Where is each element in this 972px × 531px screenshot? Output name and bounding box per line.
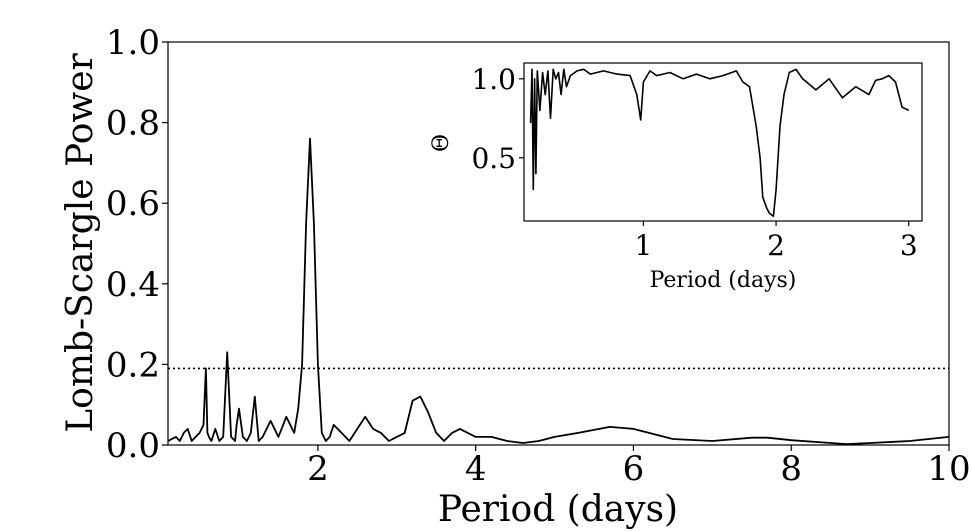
main-y-tick-label: 0.8 [106, 104, 160, 144]
main-plot-frame [167, 41, 950, 446]
main-x-tick-label: 4 [465, 449, 487, 489]
main-x-tick-label: 10 [927, 449, 970, 489]
inset-x-ticks: 1 2 3 [634, 221, 918, 262]
inset-x-tick-label: 2 [767, 229, 785, 262]
main-x-tick-label: 6 [623, 449, 645, 489]
main-y-tick-label: 0.4 [106, 265, 160, 305]
main-y-tick-label: 0.2 [106, 345, 160, 385]
main-y-tick-label: 1.0 [106, 23, 160, 63]
inset-y-tick-label: 1.0 [471, 63, 516, 96]
inset-y-tick-label: 0.5 [471, 142, 516, 175]
inset-plot-background [524, 63, 922, 221]
inset-x-axis-label: Period (days) [650, 268, 797, 293]
main-x-axis-label: Period (days) [438, 489, 678, 530]
inset-x-tick-label: 3 [900, 229, 918, 262]
inset-plot-frame [523, 62, 923, 222]
main-y-tick-label: 0.0 [106, 426, 160, 466]
main-y-axis-label: Lomb-Scargle Power [60, 52, 101, 432]
theta-line [529, 68, 910, 218]
periodogram-line [167, 137, 950, 446]
main-x-tick-label: 8 [780, 449, 802, 489]
main-x-tick-label: 2 [307, 449, 329, 489]
main-y-ticks: 0.0 0.2 0.4 0.6 0.8 1.0 [106, 23, 168, 466]
inset-y-ticks: 0.5 1.0 [471, 63, 524, 175]
inset-plot: 1 2 3 0.5 1.0 Period (days) Θ [429, 62, 923, 293]
inset-x-tick-label: 1 [634, 229, 652, 262]
main-y-tick-label: 0.6 [106, 184, 160, 224]
main-plot: 2 4 6 8 10 0.00.20.40.60.81.0 Period (days) … [60, 23, 971, 530]
inset-y-axis-label: Θ [429, 134, 454, 152]
main-x-ticks: 2 4 6 8 10 [307, 445, 971, 489]
